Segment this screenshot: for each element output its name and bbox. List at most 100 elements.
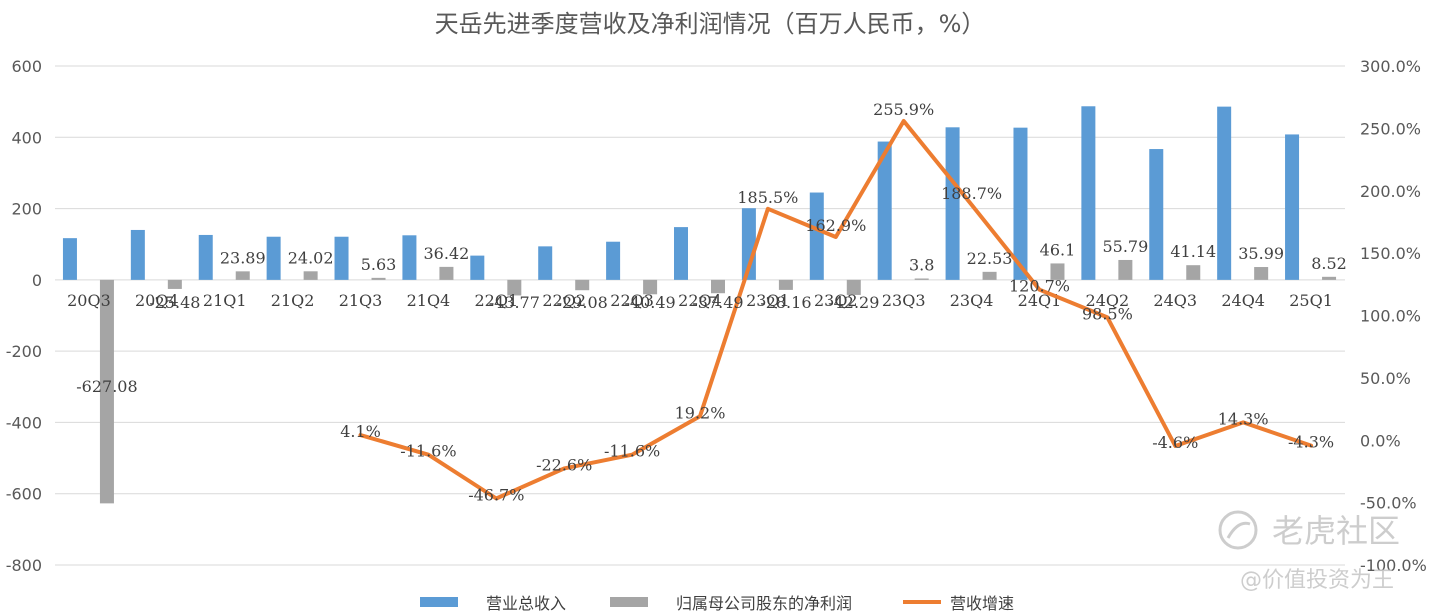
growth-data-label: 188.7%: [941, 184, 1002, 203]
chart-title: 天岳先进季度营收及净利润情况（百万人民币，%）: [435, 10, 986, 38]
category-label: 21Q4: [407, 291, 451, 310]
right-tick-label: 300.0%: [1360, 57, 1421, 76]
category-label: 22Q3: [610, 291, 654, 310]
revenue-bar: [877, 141, 892, 280]
category-label: 23Q1: [746, 291, 790, 310]
left-tick-label: 200: [11, 200, 42, 219]
category-label: 24Q3: [1153, 291, 1197, 310]
left-tick-label: -800: [6, 556, 42, 575]
net-profit-bar: [439, 266, 454, 280]
net-profit-data-label: 41.14: [1170, 242, 1216, 261]
net-profit-bar: [235, 271, 250, 280]
growth-data-label: -22.6%: [536, 455, 592, 474]
revenue-bar: [1217, 106, 1232, 280]
category-label: 22Q1: [474, 291, 518, 310]
net-profit-data-label: 5.63: [361, 255, 397, 274]
left-tick-label: 400: [11, 128, 42, 147]
watermark: 老虎社区 @价值投资为王: [1218, 510, 1400, 593]
net-profit-bar: [778, 279, 793, 290]
right-tick-label: -50.0%: [1360, 494, 1417, 513]
left-tick-label: 0: [32, 271, 42, 290]
legend-label-revenue: 营业总收入: [486, 594, 566, 613]
revenue-bar: [266, 236, 281, 280]
category-label: 21Q1: [203, 291, 247, 310]
net-profit-data-label: 55.79: [1102, 237, 1148, 256]
watermark-logo-stroke-icon: [1226, 521, 1251, 539]
revenue-bar: [606, 241, 621, 280]
category-label: 25Q1: [1289, 291, 1333, 310]
right-tick-label: 50.0%: [1360, 369, 1411, 388]
net-profit-data-label: 23.89: [220, 248, 266, 267]
growth-data-label: 255.9%: [873, 100, 934, 119]
watermark-logo-icon: [1218, 510, 1258, 550]
right-tick-label: 150.0%: [1360, 244, 1421, 263]
right-tick-label: 0.0%: [1360, 431, 1401, 450]
net-profit-bar: [1050, 263, 1065, 280]
left-axis: 600 400 200 0 -200 -400 -600 -800: [6, 57, 42, 575]
category-label: 22Q2: [542, 291, 586, 310]
growth-data-label: 98.5%: [1082, 304, 1133, 323]
right-tick-label: 200.0%: [1360, 182, 1421, 201]
net-profit-data-label: 24.02: [288, 248, 334, 267]
net-profit-bar: [371, 277, 386, 280]
growth-data-label: 4.1%: [340, 422, 381, 441]
data-labels: -627.08 -25.48 23.89 24.02 5.63 36.42 -43.77 -2…: [76, 100, 1347, 504]
right-tick-label: 100.0%: [1360, 307, 1421, 326]
net-profit-data-label: -28.16: [760, 293, 811, 312]
growth-data-label: -46.7%: [468, 486, 524, 505]
growth-data-label: -4.3%: [1288, 433, 1334, 452]
legend-swatch-revenue: [420, 597, 458, 607]
legend-label-growth: 营收增速: [950, 594, 1014, 613]
growth-data-label: -4.6%: [1152, 433, 1198, 452]
net-profit-bar: [575, 279, 590, 291]
net-profit-data-label: 36.42: [424, 244, 470, 263]
growth-data-label: 120.7%: [1009, 277, 1070, 296]
revenue-bar: [1149, 149, 1164, 280]
net-profit-bar: [167, 279, 182, 289]
left-tick-label: -200: [6, 342, 42, 361]
net-profit-data-label: -25.48: [149, 293, 200, 312]
net-profit-data-label: -627.08: [76, 377, 137, 396]
growth-data-label: -11.6%: [400, 442, 456, 461]
gridlines: [55, 65, 1345, 566]
left-tick-label: 600: [11, 57, 42, 76]
watermark-handle: @价值投资为王: [1240, 568, 1394, 593]
growth-line-path: [358, 119, 1314, 501]
category-label: 21Q3: [339, 291, 383, 310]
bars: [62, 106, 1337, 504]
category-label: 20Q4: [135, 291, 179, 310]
category-label: 24Q2: [1086, 291, 1130, 310]
category-label: 23Q4: [950, 291, 994, 310]
net-profit-bar: [1254, 267, 1269, 280]
right-axis: 300.0% 250.0% 200.0% 150.0% 100.0% 50.0% 0.0% -…: [1360, 57, 1427, 575]
net-profit-data-label: 3.8: [909, 256, 934, 275]
net-profit-bar: [982, 271, 997, 280]
revenue-bar: [402, 235, 417, 280]
revenue-bar: [674, 227, 688, 280]
right-tick-label: 250.0%: [1360, 119, 1421, 138]
right-tick-label: -100.0%: [1360, 556, 1427, 575]
revenue-bar: [198, 234, 213, 280]
growth-data-label: 14.3%: [1218, 409, 1269, 428]
net-profit-data-label: -29.08: [557, 293, 608, 312]
net-profit-data-label: 22.53: [967, 249, 1013, 268]
category-label: 21Q2: [271, 291, 315, 310]
net-profit-bar: [846, 279, 861, 295]
growth-data-label: -11.6%: [604, 442, 660, 461]
category-labels: 20Q3 20Q4 21Q1 21Q2 21Q3 21Q4 22Q1 22Q2 22Q3 22Q4…: [67, 291, 1333, 310]
net-profit-data-label: -42.29: [828, 293, 879, 312]
revenue-bar: [538, 246, 553, 280]
net-profit-bar: [99, 279, 114, 504]
revenue-bar: [1013, 127, 1028, 280]
legend-swatch-net-profit: [610, 597, 648, 607]
net-profit-bar: [303, 271, 318, 280]
revenue-bar: [1081, 106, 1096, 280]
revenue-bar: [1285, 134, 1300, 280]
net-profit-bar: [1118, 259, 1133, 280]
growth-data-label: 185.5%: [737, 188, 798, 207]
revenue-bar: [130, 229, 145, 280]
growth-line: [358, 119, 1314, 501]
net-profit-bar: [711, 279, 725, 294]
left-tick-label: -600: [6, 485, 42, 504]
